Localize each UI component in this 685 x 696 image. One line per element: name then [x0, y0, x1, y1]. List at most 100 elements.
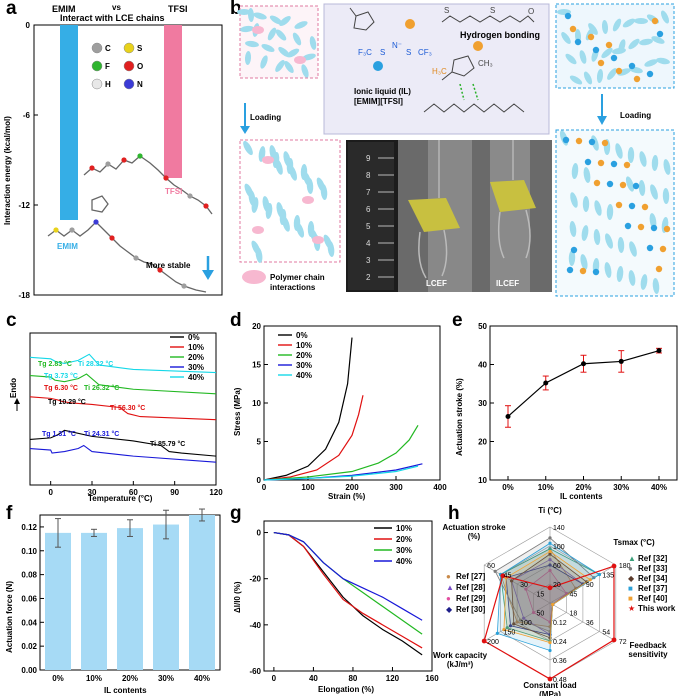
c-xtick-label: 60	[129, 488, 138, 497]
force-bar	[153, 524, 179, 670]
legend-text-2: interactions	[270, 283, 316, 292]
g-ylabel: ΔI/I0 (%)	[233, 581, 242, 613]
e-xtick-label: 0%	[502, 483, 514, 492]
ion-dot	[569, 25, 577, 33]
radar-point	[495, 631, 499, 635]
e-ytick-label: 20	[478, 438, 487, 447]
radar-tick-label: 50	[537, 611, 545, 618]
c-legend-label: 40%	[188, 373, 204, 382]
radar-tick-label: 135	[602, 573, 614, 580]
mesogen-ellipse	[601, 20, 609, 34]
ruler-number: 5	[366, 222, 371, 231]
atom-marker	[203, 203, 209, 209]
radar-point	[548, 563, 552, 567]
mesogen-ellipse	[253, 12, 267, 20]
d-xtick-label: 100	[301, 483, 315, 492]
radar-legend-label: Ref [28]	[456, 583, 486, 592]
ion-dot	[597, 59, 605, 67]
radar-tick-label: 30	[520, 582, 528, 589]
radar-tick-label: 180	[619, 563, 631, 570]
stroke-point	[656, 348, 662, 354]
mesogen-ellipse	[615, 143, 623, 159]
ion-dot	[588, 138, 596, 146]
mesogen-ellipse	[607, 68, 617, 80]
stroke-point	[618, 358, 624, 364]
ion-dot	[656, 30, 664, 38]
ion-dot	[570, 246, 578, 254]
c-xtick-label: 30	[88, 488, 97, 497]
radar-axis-label: Work capacity	[433, 651, 488, 660]
svg-text:CH₃: CH₃	[478, 59, 493, 68]
radar-legend-label: Ref [29]	[456, 594, 486, 603]
stress-curve-20pct	[263, 425, 419, 481]
ion-dot	[623, 161, 631, 169]
mesogen-ellipse	[284, 61, 294, 73]
panel-label-e: e	[452, 310, 463, 331]
panel-f-svg: Actuation force (N) IL contents 0.00 0.02…	[5, 508, 221, 695]
svg-text:S: S	[490, 6, 495, 15]
legend-marker-icon: ●	[446, 572, 451, 581]
mesogen-ellipse	[656, 57, 670, 65]
ilcef-network-box	[555, 129, 675, 297]
radar-spoke	[549, 602, 616, 642]
g-xtick-label: 40	[309, 674, 318, 683]
c-legend-label: 30%	[188, 363, 204, 372]
ion-dot	[601, 139, 609, 147]
mesogen-ellipse	[628, 270, 636, 286]
c-legend-label: 0%	[188, 333, 200, 342]
ion-dot	[592, 46, 600, 54]
mesogen-ellipse	[286, 48, 300, 58]
radar-axis-label: Ti (°C)	[538, 506, 562, 515]
mesogen-ellipse	[581, 225, 589, 241]
radar-point	[611, 563, 617, 569]
subtitle: Interact with LCE chains	[60, 13, 165, 23]
endo-arrow-icon	[14, 398, 20, 411]
radar-tick-label: 90	[586, 582, 594, 589]
stroke-point	[505, 413, 511, 419]
mesogen-ellipse	[276, 202, 284, 218]
panel-label-h: h	[448, 503, 460, 524]
legend-marker-icon: ▲	[446, 583, 454, 592]
g-legend-label: 10%	[396, 524, 412, 533]
radar-axis-label: Constant load	[523, 681, 576, 690]
atom-marker	[157, 267, 163, 273]
atom-legend-label: H	[105, 80, 111, 89]
force-bar	[117, 528, 143, 670]
dsc-annotation: Ti 56.30 °C	[110, 404, 145, 412]
svg-text:S: S	[444, 6, 449, 15]
radar-point	[548, 552, 552, 556]
radar-tick-label: 0.36	[553, 658, 567, 665]
a-ytick-label: -12	[18, 201, 30, 210]
f-ytick-label: 0.10	[21, 547, 37, 556]
radar-point	[548, 536, 552, 540]
bar-tfsi-label: TFSI	[165, 187, 182, 196]
d-legend-label: 0%	[296, 331, 308, 340]
radar-legend-label: Ref [27]	[456, 572, 486, 581]
radar-tick-label: 0.48	[553, 677, 567, 684]
ion-dot	[593, 179, 601, 187]
mesogen-ellipse	[243, 140, 253, 156]
mesogen-ellipse	[240, 25, 254, 33]
ion-dot	[615, 67, 623, 75]
d-xtick-label: 300	[389, 483, 403, 492]
panel-label-f: f	[6, 503, 13, 524]
e-ytick-label: 30	[478, 399, 487, 408]
radar-point	[548, 547, 552, 551]
mesogen-ellipse	[571, 163, 579, 179]
panel-g-svg: ΔI/I0 (%) Elongation (%) 0 40 80 120 160 0 -20…	[233, 520, 439, 694]
svg-text:CF₃: CF₃	[418, 48, 432, 57]
radar-point	[548, 549, 552, 554]
radar-point	[588, 578, 592, 582]
interaction-ellipse	[262, 156, 274, 164]
mesogen-ellipse	[638, 180, 646, 196]
svg-text:N⁻: N⁻	[392, 41, 402, 50]
radar-point	[548, 568, 552, 573]
mesogen-ellipse	[634, 17, 648, 25]
mesogen-ellipse	[568, 250, 576, 266]
dsc-annotation: Tg 3.73 °C	[44, 372, 78, 380]
f-xlabel: IL contents	[104, 686, 147, 695]
title-emim: EMIM	[52, 4, 76, 14]
d-xtick-label: 0	[262, 483, 267, 492]
g-ytick-label: -20	[249, 575, 261, 584]
